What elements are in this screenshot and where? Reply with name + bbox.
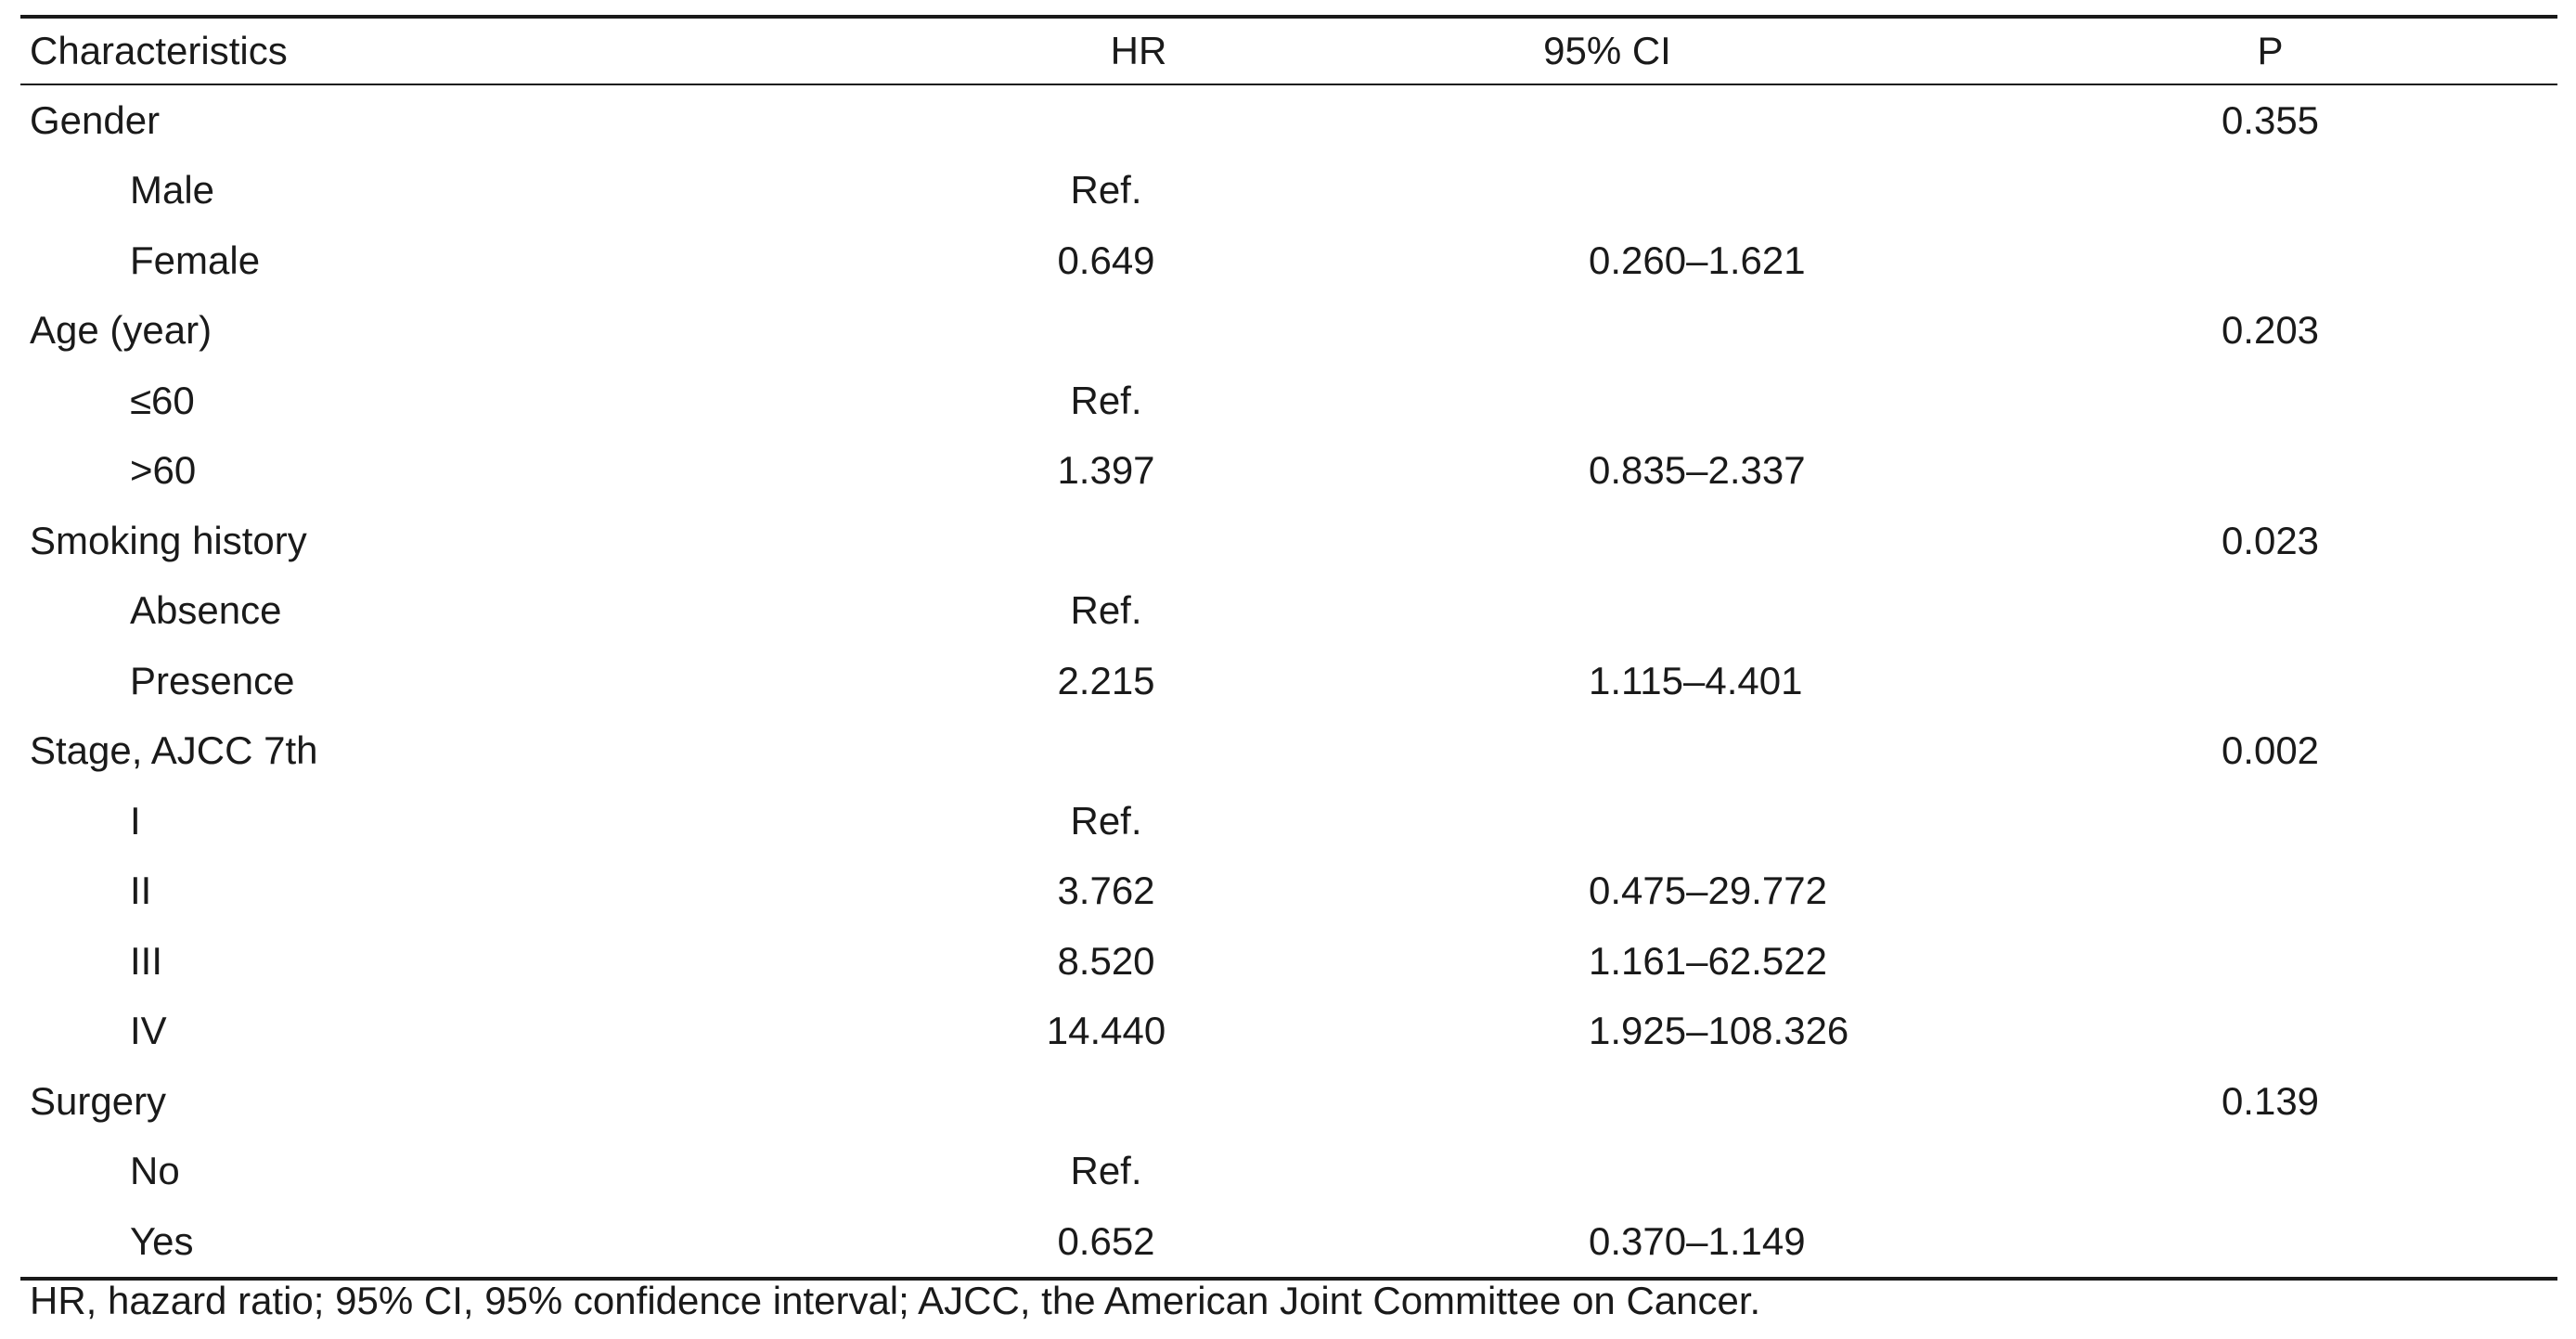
cell-p-value xyxy=(1983,926,2557,997)
cell-95-ci xyxy=(1315,296,1983,367)
table-row: IV 14.440 1.925–108.326 xyxy=(20,997,2557,1067)
hazard-ratio-table: Characteristics HR 95% CI P Gender 0.355 M… xyxy=(20,15,2557,1281)
cell-hr xyxy=(962,716,1315,787)
table-header-row: Characteristics HR 95% CI P xyxy=(20,17,2557,84)
cell-95-ci xyxy=(1315,366,1983,436)
cell-hr: 3.762 xyxy=(1057,869,1155,913)
cell-hr: Ref. xyxy=(1070,168,1142,212)
table-row: Presence 2.215 1.115–4.401 xyxy=(20,646,2557,716)
cell-characteristic: Male xyxy=(130,168,215,212)
cell-p-value: 0.002 xyxy=(2221,728,2320,773)
cell-hr: 0.649 xyxy=(1057,238,1155,282)
cell-characteristic: ≤60 xyxy=(130,378,195,422)
header-95-ci: 95% CI xyxy=(1543,29,1671,72)
cell-95-ci xyxy=(1315,156,1983,226)
cell-hr: Ref. xyxy=(1070,588,1142,633)
cell-p-value xyxy=(1983,997,2557,1067)
cell-characteristic: I xyxy=(130,798,141,843)
cell-95-ci xyxy=(1315,786,1983,856)
cell-95-ci xyxy=(1315,716,1983,787)
table-row: I Ref. xyxy=(20,786,2557,856)
table-row: III 8.520 1.161–62.522 xyxy=(20,926,2557,997)
table-footnote: HR, hazard ratio; 95% CI, 95% confidence… xyxy=(30,1279,1761,1322)
cell-hr: Ref. xyxy=(1070,798,1142,843)
cell-characteristic: Stage, AJCC 7th xyxy=(30,728,318,773)
header-hr: HR xyxy=(1110,29,1167,72)
table-row: No Ref. xyxy=(20,1137,2557,1207)
cell-characteristic: Absence xyxy=(130,588,282,633)
cell-95-ci xyxy=(1315,576,1983,647)
cell-characteristic: III xyxy=(130,938,163,983)
cell-hr: Ref. xyxy=(1070,1149,1142,1193)
cell-hr: 2.215 xyxy=(1057,658,1155,702)
cell-95-ci xyxy=(1315,1137,1983,1207)
cell-95-ci xyxy=(1315,506,1983,576)
cell-hr xyxy=(962,506,1315,576)
cell-p-value xyxy=(1983,156,2557,226)
cell-characteristic: Smoking history xyxy=(30,518,307,562)
cell-p-value xyxy=(1983,646,2557,716)
header-characteristics: Characteristics xyxy=(30,29,288,72)
cell-characteristic: Age (year) xyxy=(30,308,213,353)
cell-95-ci: 0.370–1.149 xyxy=(1589,1218,1806,1263)
cell-p-value: 0.023 xyxy=(2221,518,2320,562)
cell-95-ci: 1.925–108.326 xyxy=(1589,1009,1849,1053)
hazard-ratio-table-container: Characteristics HR 95% CI P Gender 0.355 M… xyxy=(20,15,2557,1281)
table-row: ≤60 Ref. xyxy=(20,366,2557,436)
cell-hr: 14.440 xyxy=(1046,1009,1166,1053)
cell-95-ci xyxy=(1315,84,1983,156)
cell-p-value xyxy=(1983,1137,2557,1207)
table-row: Female 0.649 0.260–1.621 xyxy=(20,225,2557,296)
cell-95-ci: 1.161–62.522 xyxy=(1589,938,1827,983)
cell-p-value xyxy=(1983,436,2557,507)
cell-characteristic: Presence xyxy=(130,658,295,702)
table-body: Gender 0.355 Male Ref. Female 0.649 0.260–1.62… xyxy=(20,84,2557,1279)
cell-characteristic: Surgery xyxy=(30,1078,167,1123)
cell-hr xyxy=(962,84,1315,156)
cell-characteristic: Yes xyxy=(130,1218,194,1263)
table-row: Male Ref. xyxy=(20,156,2557,226)
cell-95-ci: 0.835–2.337 xyxy=(1589,448,1806,493)
cell-p-value: 0.139 xyxy=(2221,1078,2320,1123)
cell-hr: Ref. xyxy=(1070,378,1142,422)
cell-p-value xyxy=(1983,225,2557,296)
cell-hr: 1.397 xyxy=(1057,448,1155,493)
header-p-value: P xyxy=(2257,29,2284,72)
table-row: Absence Ref. xyxy=(20,576,2557,647)
table-group-row: Stage, AJCC 7th 0.002 xyxy=(20,716,2557,787)
cell-hr: 0.652 xyxy=(1057,1218,1155,1263)
cell-characteristic: II xyxy=(130,869,152,913)
cell-characteristic: >60 xyxy=(130,448,197,493)
cell-95-ci: 0.260–1.621 xyxy=(1589,238,1806,282)
cell-p-value xyxy=(1983,1206,2557,1279)
table-group-row: Surgery 0.139 xyxy=(20,1066,2557,1137)
cell-characteristic: Gender xyxy=(30,97,161,142)
cell-p-value xyxy=(1983,786,2557,856)
cell-characteristic: Female xyxy=(130,238,261,282)
cell-95-ci: 0.475–29.772 xyxy=(1589,869,1827,913)
table-row: >60 1.397 0.835–2.337 xyxy=(20,436,2557,507)
cell-p-value: 0.203 xyxy=(2221,308,2320,353)
cell-p-value xyxy=(1983,366,2557,436)
cell-p-value xyxy=(1983,576,2557,647)
cell-95-ci xyxy=(1315,1066,1983,1137)
cell-p-value: 0.355 xyxy=(2221,97,2320,142)
cell-characteristic: IV xyxy=(130,1009,167,1053)
cell-hr: 8.520 xyxy=(1057,938,1155,983)
cell-hr xyxy=(962,1066,1315,1137)
cell-characteristic: No xyxy=(130,1149,180,1193)
table-group-row: Smoking history 0.023 xyxy=(20,506,2557,576)
table-group-row: Gender 0.355 xyxy=(20,84,2557,156)
table-group-row: Age (year) 0.203 xyxy=(20,296,2557,367)
table-row: Yes 0.652 0.370–1.149 xyxy=(20,1206,2557,1279)
cell-p-value xyxy=(1983,856,2557,927)
cell-95-ci: 1.115–4.401 xyxy=(1589,658,1803,702)
table-row: II 3.762 0.475–29.772 xyxy=(20,856,2557,927)
cell-hr xyxy=(962,296,1315,367)
